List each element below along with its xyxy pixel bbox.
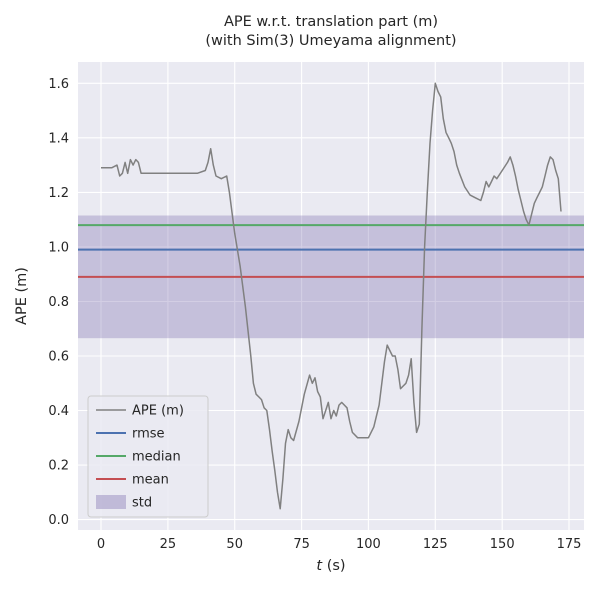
y-axis-label: APE (m): [14, 267, 30, 325]
legend-label: std: [132, 496, 152, 511]
gridlines: [78, 62, 584, 530]
svg-text:0.2: 0.2: [48, 459, 69, 474]
legend-label: APE (m): [132, 404, 184, 419]
svg-text:1.0: 1.0: [48, 240, 69, 255]
svg-text:1.4: 1.4: [48, 131, 69, 146]
tick-labels: 0 25 50 75 100 125 150 175 0.0 0.2 0.4 0.6 0.8 1.0 1.2…: [48, 77, 581, 552]
legend-frame: [87, 395, 209, 518]
legend-label: rmse: [132, 427, 165, 442]
svg-text:100: 100: [356, 537, 381, 552]
svg-text:0.0: 0.0: [48, 513, 69, 528]
legend: APE (m) rmse median mean std: [87, 395, 209, 518]
svg-text:0.8: 0.8: [48, 295, 69, 310]
svg-text:1.6: 1.6: [48, 77, 69, 92]
x-axis-label-symbol: t: [316, 558, 323, 574]
svg-text:75: 75: [293, 537, 310, 552]
x-axis-label: t (s): [78, 558, 584, 574]
svg-text:125: 125: [423, 537, 448, 552]
ape-line: [101, 82, 562, 510]
svg-text:150: 150: [490, 537, 515, 552]
legend-label: mean: [132, 473, 169, 488]
svg-text:50: 50: [226, 537, 243, 552]
chart-subtitle: (with Sim(3) Umeyama alignment): [205, 33, 457, 49]
svg-text:1.2: 1.2: [48, 186, 69, 201]
svg-text:0.4: 0.4: [48, 404, 69, 419]
svg-text:175: 175: [557, 537, 582, 552]
chart-title: APE w.r.t. translation part (m): [223, 14, 439, 30]
svg-text:25: 25: [160, 537, 177, 552]
svg-text:0.6: 0.6: [48, 350, 69, 365]
legend-swatch-std: [96, 495, 126, 509]
legend-label: median: [132, 450, 181, 465]
x-axis-label-units: (s): [322, 558, 346, 574]
svg-text:0: 0: [97, 537, 105, 552]
